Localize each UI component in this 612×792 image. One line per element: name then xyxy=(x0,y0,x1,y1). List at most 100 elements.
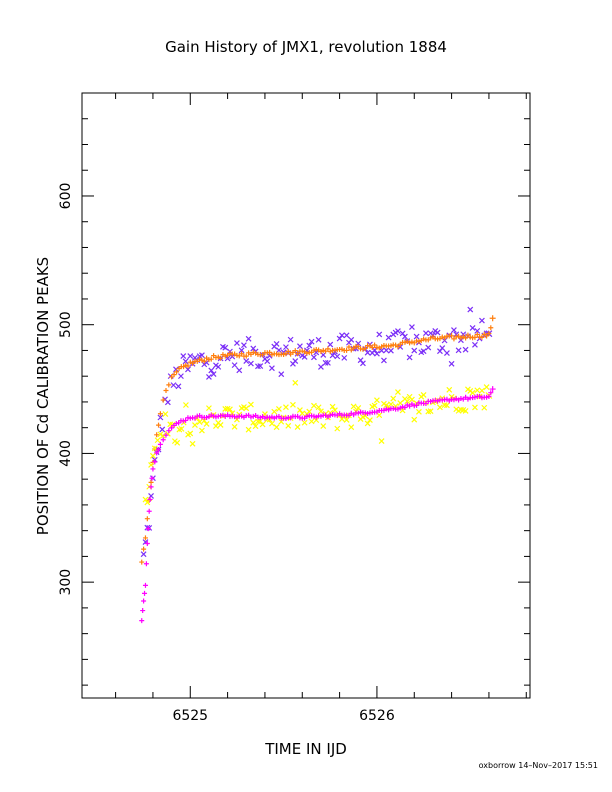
data-point xyxy=(329,403,336,410)
data-point xyxy=(420,392,427,398)
data-point xyxy=(156,447,162,453)
x-tick-label: 6526 xyxy=(359,708,395,724)
data-point xyxy=(428,335,434,341)
data-point xyxy=(406,354,413,361)
data-point xyxy=(257,415,263,421)
data-point xyxy=(355,410,361,416)
data-point xyxy=(142,496,149,503)
data-point xyxy=(199,357,205,363)
data-point xyxy=(400,404,406,410)
data-point xyxy=(420,348,427,355)
data-point xyxy=(241,342,247,349)
y-tick-label: 500 xyxy=(58,311,74,338)
data-point xyxy=(474,387,481,394)
data-point xyxy=(311,347,317,353)
data-point xyxy=(234,416,240,423)
data-point xyxy=(262,411,268,417)
data-point xyxy=(215,363,222,370)
data-point xyxy=(334,353,341,360)
data-point xyxy=(211,413,217,419)
data-point xyxy=(162,411,169,417)
data-point xyxy=(142,582,148,588)
data-point xyxy=(140,551,147,558)
data-point xyxy=(402,405,408,411)
data-point xyxy=(154,437,161,444)
data-point xyxy=(187,353,194,359)
data-point xyxy=(144,499,151,506)
data-point xyxy=(248,401,254,408)
data-point xyxy=(236,367,243,374)
data-point xyxy=(276,406,282,412)
data-point xyxy=(274,351,280,357)
data-point xyxy=(395,328,401,335)
data-point xyxy=(201,358,207,364)
data-point xyxy=(484,333,490,339)
data-point xyxy=(432,397,438,403)
y-tick-label: 400 xyxy=(58,440,74,467)
data-point xyxy=(371,347,378,354)
data-point xyxy=(311,402,317,409)
data-point xyxy=(171,372,177,378)
data-point xyxy=(154,432,160,438)
data-point xyxy=(248,360,254,367)
data-point xyxy=(453,334,459,340)
data-point xyxy=(290,401,296,408)
data-point xyxy=(460,331,467,338)
data-point xyxy=(243,358,250,364)
data-point xyxy=(297,407,303,413)
data-point xyxy=(197,356,203,362)
data-point xyxy=(441,337,448,344)
data-point xyxy=(146,524,153,531)
data-point xyxy=(474,327,481,334)
data-point xyxy=(399,407,406,414)
data-point xyxy=(467,334,473,340)
data-point xyxy=(381,357,387,364)
data-point xyxy=(166,428,172,434)
data-point xyxy=(229,410,236,417)
y-tick-label: 600 xyxy=(58,183,74,210)
data-point xyxy=(245,335,252,342)
data-point xyxy=(180,353,187,360)
data-point xyxy=(250,349,256,355)
data-point xyxy=(201,417,208,424)
data-point xyxy=(154,450,160,456)
data-point xyxy=(444,350,450,356)
data-point xyxy=(299,348,305,354)
data-point xyxy=(376,412,383,419)
data-point xyxy=(227,406,233,413)
data-point xyxy=(350,403,357,410)
data-point xyxy=(320,347,326,353)
data-point xyxy=(334,425,341,432)
data-point xyxy=(416,408,422,415)
data-point xyxy=(311,413,317,419)
data-point xyxy=(313,417,320,424)
data-point xyxy=(395,389,401,396)
data-point xyxy=(178,373,184,380)
data-point xyxy=(318,408,324,415)
data-point xyxy=(139,618,145,624)
data-point xyxy=(141,546,147,552)
data-point xyxy=(149,475,155,481)
data-point xyxy=(463,335,469,341)
data-point xyxy=(273,341,280,347)
data-point xyxy=(371,402,378,409)
data-point xyxy=(173,366,179,373)
data-point xyxy=(250,419,257,426)
data-point xyxy=(343,416,350,423)
data-point xyxy=(185,366,191,373)
data-point xyxy=(362,345,368,351)
data-point xyxy=(306,342,313,349)
data-point xyxy=(395,344,401,350)
data-point xyxy=(489,386,496,393)
data-point xyxy=(174,369,180,375)
data-point xyxy=(462,346,469,353)
data-point xyxy=(469,325,476,331)
data-point xyxy=(301,354,308,360)
data-point xyxy=(360,346,366,352)
data-point xyxy=(283,351,289,357)
data-point xyxy=(315,404,322,411)
data-point xyxy=(292,348,298,354)
data-point xyxy=(390,405,396,411)
data-point xyxy=(278,371,285,378)
data-point xyxy=(287,336,294,343)
